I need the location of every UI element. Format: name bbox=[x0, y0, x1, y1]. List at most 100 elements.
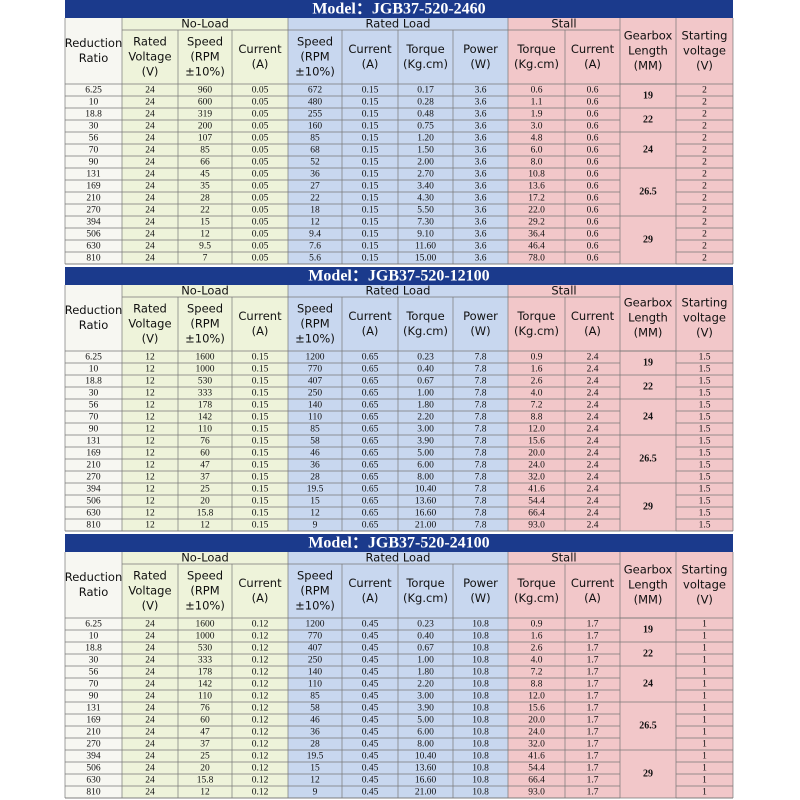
cell: 7.8 bbox=[475, 509, 487, 519]
cell: 21.00 bbox=[415, 788, 437, 798]
cell: 7.8 bbox=[475, 437, 487, 447]
cell: 250 bbox=[308, 389, 323, 399]
cell: 22 bbox=[643, 114, 653, 125]
column-bg bbox=[508, 552, 565, 798]
column-bg bbox=[232, 552, 288, 798]
column-header: (RPM bbox=[190, 317, 219, 331]
cell: 0.6 bbox=[587, 194, 599, 204]
column-header: (RPM bbox=[190, 50, 219, 64]
cell: 10.8 bbox=[472, 644, 489, 654]
cell: 2.70 bbox=[417, 170, 434, 180]
cell: 1 bbox=[702, 692, 707, 702]
group-header: No-Load bbox=[181, 17, 229, 31]
cell: 24 bbox=[145, 170, 155, 180]
column-bg bbox=[676, 18, 733, 264]
cell: 0.15 bbox=[252, 377, 269, 387]
cell: 47 bbox=[200, 461, 210, 471]
cell: 15 bbox=[310, 497, 320, 507]
cell: 28 bbox=[310, 740, 320, 750]
cell: 810 bbox=[86, 521, 101, 531]
cell: 3.6 bbox=[475, 98, 487, 108]
column-header: (Kg.cm) bbox=[403, 591, 448, 605]
cell: 85 bbox=[310, 692, 320, 702]
cell: 1.5 bbox=[699, 437, 711, 447]
cell: 0.45 bbox=[362, 728, 379, 738]
cell: 0.45 bbox=[362, 644, 379, 654]
cell: 10.8 bbox=[472, 680, 489, 690]
column-header: Current bbox=[348, 42, 392, 56]
column-header: Rated bbox=[133, 35, 167, 49]
cell: 1 bbox=[702, 704, 707, 714]
column-header: (A) bbox=[252, 57, 269, 71]
column-header: ±10%) bbox=[295, 65, 335, 79]
group-header: Stall bbox=[551, 284, 576, 298]
cell: 1600 bbox=[196, 353, 215, 363]
cell: 2.00 bbox=[417, 158, 434, 168]
cell: 1.7 bbox=[587, 620, 599, 630]
cell: 0.48 bbox=[417, 110, 434, 120]
table-title: Model：JGB37-520-24100 bbox=[308, 535, 489, 552]
cell: 3.6 bbox=[475, 158, 487, 168]
column-header: Voltage bbox=[128, 584, 171, 598]
cell: 0.05 bbox=[252, 254, 269, 264]
column-header: Torque bbox=[516, 42, 555, 56]
cell: 12 bbox=[145, 389, 155, 399]
cell: 0.15 bbox=[362, 98, 379, 108]
cell: 0.15 bbox=[362, 170, 379, 180]
cell: 1.7 bbox=[587, 752, 599, 762]
cell: 0.05 bbox=[252, 98, 269, 108]
cell: 1 bbox=[702, 644, 707, 654]
cell: 24 bbox=[643, 411, 653, 422]
cell: 24 bbox=[145, 668, 155, 678]
title-bar bbox=[65, 534, 733, 552]
cell: 3.6 bbox=[475, 110, 487, 120]
cell: 2.6 bbox=[531, 377, 543, 387]
cell: 24 bbox=[145, 788, 155, 798]
cell: 7.8 bbox=[475, 353, 487, 363]
cell: 1.6 bbox=[531, 632, 543, 642]
cell: 0.65 bbox=[362, 377, 379, 387]
cell: 333 bbox=[198, 656, 213, 666]
cell: 1.5 bbox=[699, 413, 711, 423]
cell: 9.5 bbox=[199, 242, 211, 252]
cell: 0.15 bbox=[252, 401, 269, 411]
cell: 630 bbox=[86, 776, 101, 786]
cell: 37 bbox=[200, 473, 210, 483]
cell: 10.8 bbox=[472, 740, 489, 750]
column-header: Ratio bbox=[79, 585, 109, 599]
cell: 24 bbox=[145, 620, 155, 630]
column-bg bbox=[398, 552, 453, 798]
cell: 6.00 bbox=[417, 461, 434, 471]
column-bg bbox=[342, 18, 398, 264]
cell: 0.15 bbox=[362, 218, 379, 228]
cell: 1.1 bbox=[531, 98, 543, 108]
column-header: (A) bbox=[584, 324, 601, 338]
cell: 24 bbox=[145, 86, 155, 96]
cell: 1.7 bbox=[587, 764, 599, 774]
cell: 56 bbox=[89, 134, 99, 144]
cell: 12.0 bbox=[528, 692, 545, 702]
cell: 10.8 bbox=[472, 788, 489, 798]
cell: 10.8 bbox=[472, 620, 489, 630]
cell: 1.80 bbox=[417, 668, 434, 678]
column-bg bbox=[65, 285, 122, 531]
cell: 78.0 bbox=[528, 254, 545, 264]
cell: 0.05 bbox=[252, 134, 269, 144]
column-header: Current bbox=[571, 309, 615, 323]
cell: 0.15 bbox=[252, 437, 269, 447]
column-header: voltage bbox=[683, 311, 726, 325]
cell: 0.15 bbox=[252, 365, 269, 375]
cell: 60 bbox=[200, 449, 210, 459]
cell: 28 bbox=[310, 473, 320, 483]
cell: 45 bbox=[200, 170, 210, 180]
cell: 85 bbox=[310, 134, 320, 144]
cell: 0.05 bbox=[252, 182, 269, 192]
cell: 24 bbox=[145, 146, 155, 156]
column-header: Reduction bbox=[65, 303, 123, 317]
cell: 1.5 bbox=[699, 353, 711, 363]
cell: 12 bbox=[145, 437, 155, 447]
cell: 4.0 bbox=[531, 389, 543, 399]
cell: 24 bbox=[145, 776, 155, 786]
cell: 131 bbox=[86, 704, 101, 714]
